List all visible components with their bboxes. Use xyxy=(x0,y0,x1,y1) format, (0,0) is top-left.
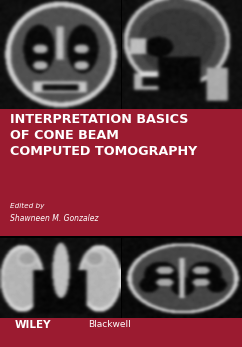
Text: Shawneen M. Gonzalez: Shawneen M. Gonzalez xyxy=(10,214,98,223)
Bar xyxy=(0,109,242,236)
Text: WILEY: WILEY xyxy=(15,320,51,330)
Text: Edited by: Edited by xyxy=(10,203,44,209)
Text: INTERPRETATION BASICS
OF CONE BEAM
COMPUTED TOMOGRAPHY: INTERPRETATION BASICS OF CONE BEAM COMPU… xyxy=(10,113,197,158)
Text: Blackwell: Blackwell xyxy=(88,320,131,329)
Bar xyxy=(0,318,242,347)
